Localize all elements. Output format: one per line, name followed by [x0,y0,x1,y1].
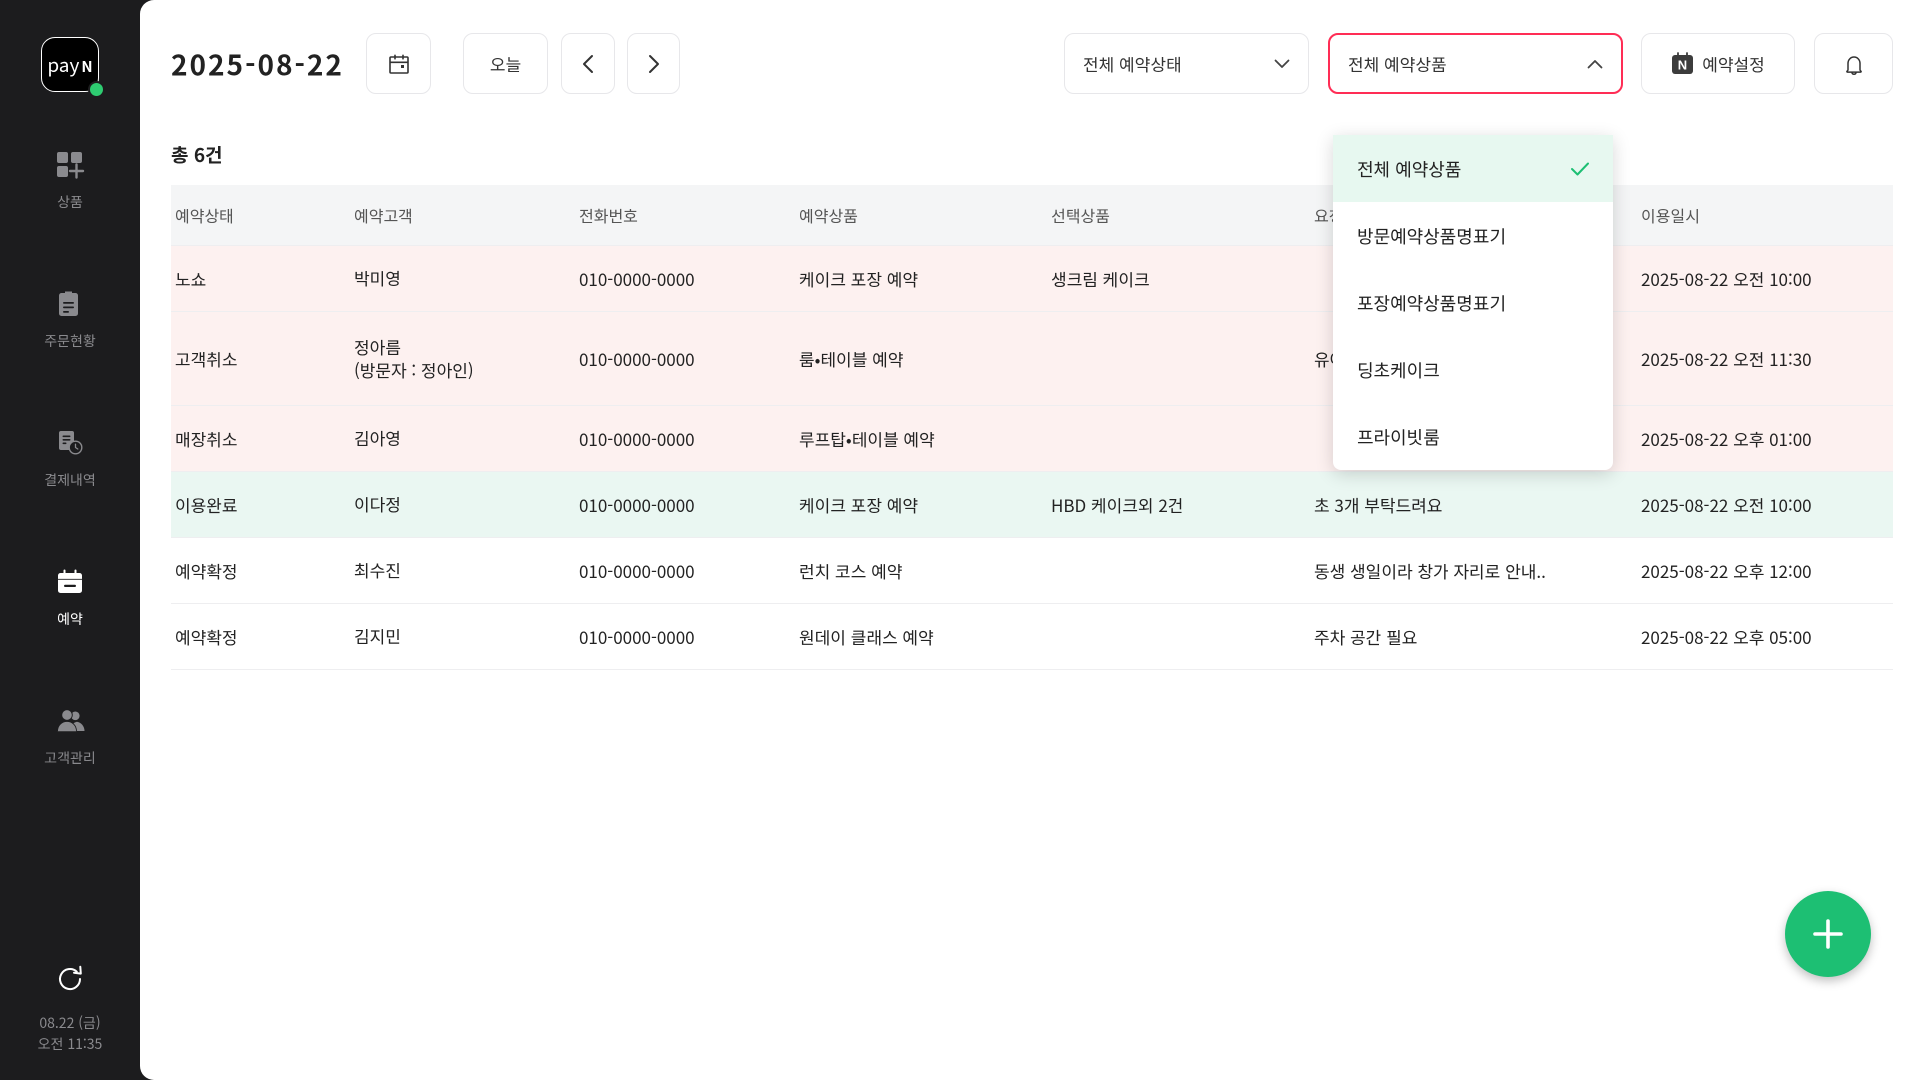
svg-text:N: N [1678,58,1687,73]
